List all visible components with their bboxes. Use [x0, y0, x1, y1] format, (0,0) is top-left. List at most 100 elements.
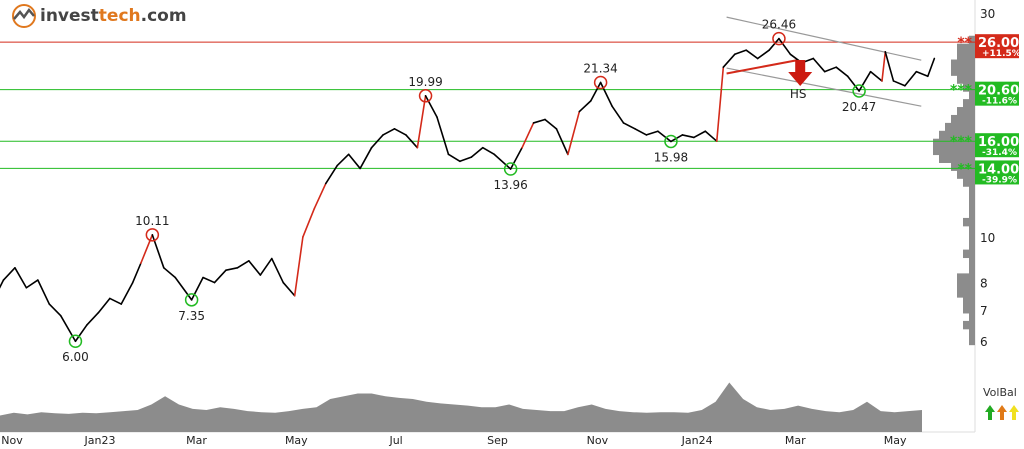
volume-profile-bar	[957, 75, 975, 84]
price-line-segment	[704, 130, 718, 143]
level-badge	[975, 133, 1019, 158]
price-line-segment	[416, 94, 427, 149]
level-value: 14.00	[978, 162, 1019, 177]
logo: invest tech .com	[10, 4, 187, 28]
price-line-segment	[778, 37, 792, 56]
price-line-segment	[521, 122, 535, 149]
volume-profile-bar	[957, 289, 975, 298]
price-line-segment	[846, 75, 860, 92]
price-line-segment	[884, 51, 895, 82]
extreme-marker-bottom	[68, 334, 83, 348]
price-line-segment	[282, 281, 296, 297]
price-line-segment	[892, 80, 906, 87]
price-line-segment	[745, 49, 759, 60]
price-line-segment	[25, 279, 39, 289]
price-line-segment	[532, 118, 546, 124]
volume-profile-bar	[939, 154, 975, 163]
volume-profile-bar	[969, 233, 975, 243]
price-line-segment	[436, 116, 450, 156]
level-value: 16.00	[978, 135, 1019, 150]
x-tick-label: May	[884, 434, 907, 447]
volume-profile-bar	[969, 202, 975, 211]
volume-profile-bar	[951, 67, 975, 76]
extreme-label: 21.34	[583, 61, 617, 75]
price-line-segment	[645, 130, 659, 136]
volume-profile-bar	[963, 217, 975, 227]
y-tick-label: 6	[980, 335, 988, 349]
price-line-segment	[313, 182, 327, 210]
price-line-segment	[693, 130, 707, 139]
volume-profile-bar	[969, 336, 975, 346]
price-line-segment	[59, 314, 77, 343]
x-tick-label: Jan24	[681, 434, 713, 447]
level-badge	[975, 34, 1019, 59]
pattern-label: HS	[790, 87, 807, 101]
price-line-segment	[48, 303, 62, 317]
price-line-segment	[482, 146, 496, 156]
price-line-segment	[0, 279, 5, 289]
volume-profile-bar	[951, 114, 975, 124]
price-line-segment	[869, 70, 883, 82]
trend-channel-lower	[726, 67, 922, 107]
price-line-segment	[14, 267, 28, 289]
logo-text: invest	[40, 6, 99, 26]
level-percent: -39.9%	[982, 175, 1017, 185]
level-value: 26.00	[978, 36, 1019, 51]
price-line-segment	[915, 70, 929, 78]
price-line-segment	[470, 146, 484, 158]
price-line-segment	[555, 128, 569, 156]
trend-channel-upper	[726, 16, 922, 61]
price-line-segment	[324, 164, 339, 185]
price-line-segment	[424, 94, 438, 118]
price-line-segment	[835, 66, 849, 78]
level-percent: -11.6%	[982, 97, 1017, 107]
price-line-segment	[174, 276, 193, 301]
price-line-segment	[37, 279, 51, 305]
volume-profile-bar	[957, 170, 975, 179]
volume-profile-bar	[969, 186, 975, 195]
extreme-label: 20.47	[842, 100, 876, 114]
extreme-marker-top	[593, 75, 608, 90]
volume-profile-bar	[957, 273, 975, 282]
extreme-label: 15.98	[654, 150, 688, 164]
price-line-segment	[459, 156, 473, 163]
price-line-segment	[927, 57, 936, 78]
extreme-label: 10.11	[135, 214, 169, 228]
price-line-segment	[622, 122, 636, 130]
level-badge	[975, 81, 1019, 106]
price-line-segment	[768, 37, 780, 51]
volume-profile-bar	[969, 194, 975, 203]
price-line-segment	[131, 262, 142, 284]
y-tick-label: 30	[980, 7, 995, 21]
volbal-arrow-icon	[997, 405, 1007, 420]
extreme-label: 13.96	[493, 178, 527, 192]
logo-icon	[12, 4, 36, 28]
volume-profile-bar	[957, 281, 975, 290]
x-tick-label: Jul	[388, 434, 402, 447]
volume-profile-bar	[969, 241, 975, 251]
price-line-segment	[74, 324, 88, 343]
y-tick-label: 10	[980, 231, 995, 245]
price-line-segment	[578, 100, 592, 113]
price-line-segment	[634, 128, 648, 136]
volume-profile-bar	[951, 59, 975, 68]
price-line-segment	[109, 297, 123, 305]
extreme-marker-top	[145, 228, 160, 242]
price-line-segment	[733, 49, 748, 56]
volume-profile-bar	[945, 122, 975, 132]
extreme-label: 7.35	[178, 309, 205, 323]
y-tick-label: 8	[980, 277, 988, 291]
sell-arrow-icon	[788, 60, 813, 86]
volume-area	[0, 382, 922, 432]
price-line-segment	[259, 257, 273, 276]
volume-profile-bar	[963, 99, 975, 108]
volume-profile-bar	[957, 43, 975, 53]
price-line-segment	[97, 297, 111, 314]
price-line-segment	[447, 153, 461, 163]
price-line-segment	[722, 53, 736, 68]
extreme-marker-top	[418, 89, 433, 103]
x-tick-label: Mar	[186, 434, 207, 447]
extreme-marker-top	[772, 31, 786, 46]
price-line-segment	[858, 70, 872, 92]
volume-profile-bar	[963, 297, 975, 306]
